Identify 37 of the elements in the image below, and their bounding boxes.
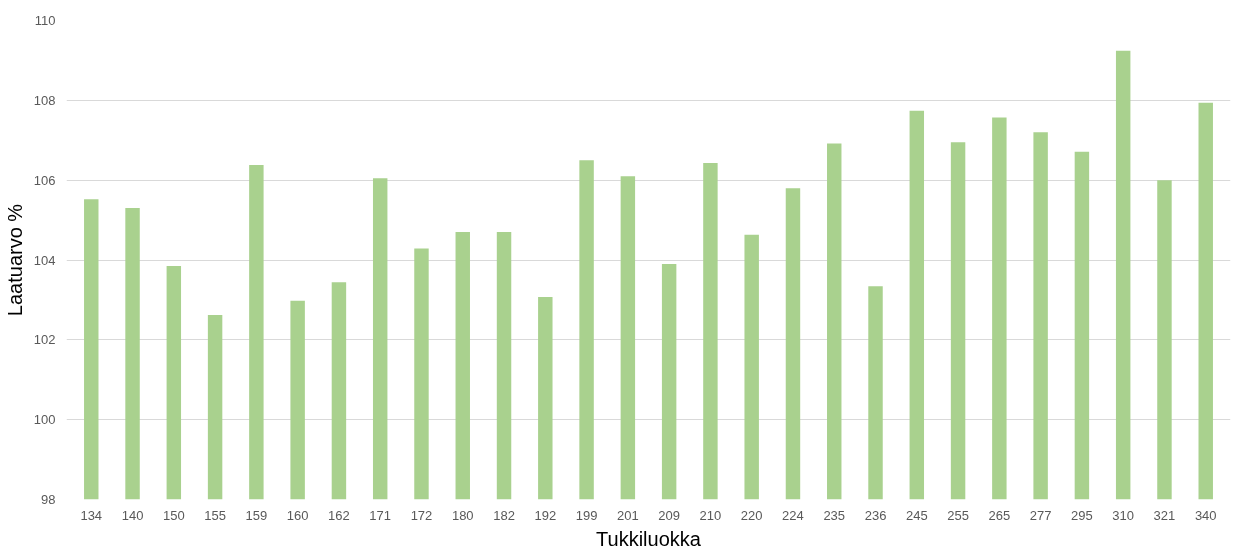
x-tick-label: 162	[328, 507, 350, 523]
x-tick-label: 182	[493, 507, 515, 523]
x-tick-label: 245	[905, 507, 928, 523]
x-tick-label: 171	[369, 507, 392, 523]
x-tick-label: 201	[617, 507, 639, 523]
y-axis-title: Laatuarvo %	[3, 203, 26, 317]
y-tick-label: 106	[33, 172, 56, 188]
x-tick-label: 277	[1029, 507, 1052, 523]
y-tick-label: 108	[33, 92, 56, 108]
x-tick-label: 159	[245, 507, 268, 523]
x-tick-label: 295	[1071, 507, 1093, 523]
y-tick-label: 98	[41, 492, 56, 507]
x-tick-label: 265	[988, 507, 1011, 523]
x-tick-label: 255	[947, 507, 969, 523]
x-tick-label: 224	[782, 507, 804, 523]
x-tick-label: 310	[1112, 507, 1135, 523]
x-tick-label: 210	[699, 507, 722, 523]
x-tick-label: 236	[864, 507, 887, 523]
x-tick-label: 155	[204, 507, 226, 523]
x-tick-label: 160	[286, 507, 309, 523]
y-tick-label: 100	[33, 412, 56, 428]
x-tick-label: 134	[80, 507, 103, 523]
x-tick-label: 180	[451, 507, 474, 523]
x-tick-label: 199	[575, 507, 598, 523]
y-tick-label: 104	[33, 252, 56, 268]
x-axis-title: Tukkiluokka	[596, 527, 702, 550]
y-tick-label: 110	[34, 13, 56, 28]
y-tick-label: 102	[33, 332, 56, 348]
x-tick-label: 150	[162, 507, 185, 523]
x-tick-label: 340	[1194, 507, 1217, 523]
x-tick-label: 140	[121, 507, 144, 523]
x-tick-label: 220	[740, 507, 763, 523]
x-tick-label: 235	[823, 507, 846, 523]
x-tick-label: 192	[534, 507, 557, 523]
x-tick-label: 172	[410, 507, 433, 523]
x-tick-label: 209	[658, 507, 680, 523]
x-tick-label: 321	[1153, 507, 1176, 523]
